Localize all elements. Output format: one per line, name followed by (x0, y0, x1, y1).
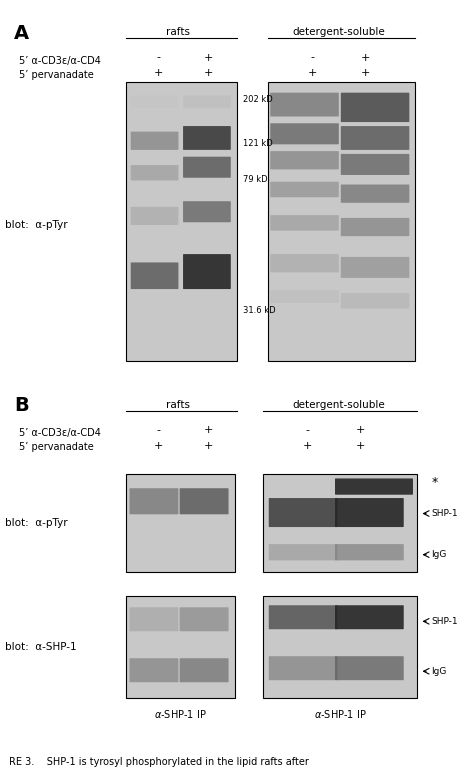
Text: B: B (14, 396, 29, 415)
Text: -: - (157, 53, 161, 63)
FancyBboxPatch shape (270, 254, 339, 272)
Text: +: + (204, 425, 213, 435)
FancyBboxPatch shape (335, 478, 413, 495)
Text: *: * (431, 476, 438, 488)
FancyBboxPatch shape (126, 474, 235, 572)
Text: -: - (305, 425, 309, 435)
FancyBboxPatch shape (180, 659, 228, 682)
FancyBboxPatch shape (131, 96, 178, 108)
Text: 79 kD: 79 kD (243, 176, 267, 184)
FancyBboxPatch shape (270, 290, 339, 303)
Text: 5’ pervanadate: 5’ pervanadate (19, 442, 94, 452)
Text: $\alpha$-SHP-1 IP: $\alpha$-SHP-1 IP (314, 708, 366, 720)
Text: $\alpha$-SHP-1 IP: $\alpha$-SHP-1 IP (154, 708, 207, 720)
FancyBboxPatch shape (183, 157, 231, 178)
FancyBboxPatch shape (270, 151, 339, 169)
Text: detergent-soluble: detergent-soluble (292, 27, 385, 38)
Text: IgG: IgG (431, 666, 447, 676)
Text: +: + (204, 68, 213, 78)
FancyBboxPatch shape (263, 474, 417, 572)
FancyBboxPatch shape (341, 218, 410, 236)
FancyBboxPatch shape (335, 656, 404, 681)
FancyBboxPatch shape (341, 184, 410, 203)
Text: -: - (157, 425, 161, 435)
Text: A: A (14, 24, 29, 42)
Text: 5’ α-CD3ε/α-CD4: 5’ α-CD3ε/α-CD4 (19, 56, 101, 66)
Text: RE 3.    SHP-1 is tyrosyl phosphorylated in the lipid rafts after: RE 3. SHP-1 is tyrosyl phosphorylated in… (9, 757, 310, 767)
FancyBboxPatch shape (270, 215, 339, 230)
FancyBboxPatch shape (341, 154, 410, 175)
Text: +: + (360, 53, 370, 63)
Text: 5’ α-CD3ε/α-CD4: 5’ α-CD3ε/α-CD4 (19, 428, 101, 438)
Text: SHP-1: SHP-1 (431, 509, 458, 518)
FancyBboxPatch shape (131, 132, 178, 150)
FancyBboxPatch shape (129, 488, 178, 514)
FancyBboxPatch shape (180, 608, 228, 631)
FancyBboxPatch shape (129, 659, 178, 682)
Text: detergent-soluble: detergent-soluble (292, 400, 385, 410)
FancyBboxPatch shape (183, 201, 231, 223)
FancyBboxPatch shape (180, 488, 228, 514)
FancyBboxPatch shape (269, 656, 337, 681)
FancyBboxPatch shape (263, 596, 417, 698)
FancyBboxPatch shape (183, 96, 231, 108)
FancyBboxPatch shape (341, 126, 410, 150)
Text: blot:  α-pTyr: blot: α-pTyr (5, 220, 67, 230)
FancyBboxPatch shape (131, 263, 178, 289)
Text: +: + (360, 68, 370, 78)
FancyBboxPatch shape (341, 257, 410, 278)
Text: +: + (204, 53, 213, 63)
FancyBboxPatch shape (335, 544, 404, 561)
Text: 5’ pervanadate: 5’ pervanadate (19, 70, 94, 80)
Text: +: + (154, 68, 164, 78)
FancyBboxPatch shape (131, 165, 178, 180)
Text: -: - (311, 53, 315, 63)
Text: +: + (308, 68, 318, 78)
FancyBboxPatch shape (270, 182, 339, 198)
Text: 121 kD: 121 kD (243, 139, 273, 148)
FancyBboxPatch shape (270, 123, 339, 144)
Text: +: + (356, 425, 365, 435)
Text: +: + (204, 441, 213, 451)
Text: +: + (356, 441, 365, 451)
Text: blot:  α-SHP-1: blot: α-SHP-1 (5, 642, 76, 652)
FancyBboxPatch shape (126, 82, 237, 361)
FancyBboxPatch shape (269, 544, 337, 561)
Text: rafts: rafts (166, 400, 190, 410)
FancyBboxPatch shape (341, 293, 410, 309)
Text: 31.6 kD: 31.6 kD (243, 306, 275, 315)
FancyBboxPatch shape (335, 605, 404, 630)
Text: +: + (302, 441, 312, 451)
FancyBboxPatch shape (126, 596, 235, 698)
FancyBboxPatch shape (268, 82, 415, 361)
FancyBboxPatch shape (183, 126, 231, 150)
FancyBboxPatch shape (269, 605, 337, 630)
Text: SHP-1: SHP-1 (431, 617, 458, 626)
FancyBboxPatch shape (129, 608, 178, 631)
FancyBboxPatch shape (131, 207, 178, 225)
Text: +: + (154, 441, 164, 451)
Text: IgG: IgG (431, 550, 447, 559)
FancyBboxPatch shape (341, 93, 410, 122)
Text: rafts: rafts (166, 27, 190, 38)
Text: blot:  α-pTyr: blot: α-pTyr (5, 518, 67, 528)
Text: 202 kD: 202 kD (243, 95, 273, 103)
FancyBboxPatch shape (183, 254, 231, 289)
FancyBboxPatch shape (269, 498, 337, 527)
FancyBboxPatch shape (335, 498, 404, 527)
FancyBboxPatch shape (270, 93, 339, 117)
